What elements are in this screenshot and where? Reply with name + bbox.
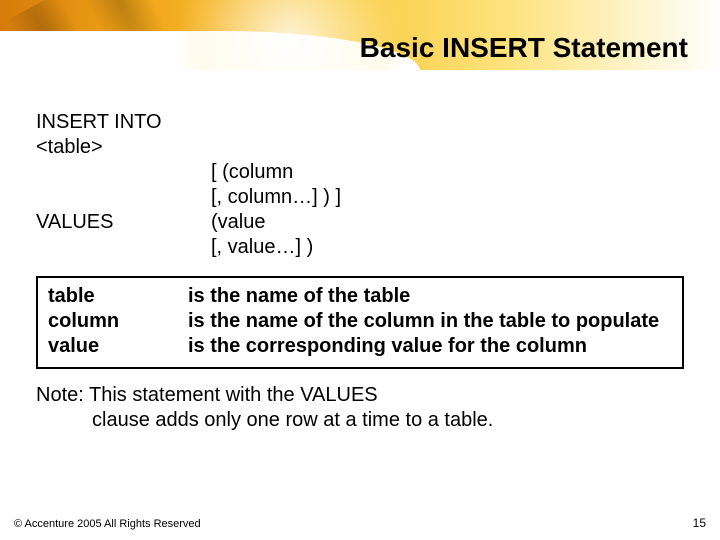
definition-row: table is the name of the table [48,284,672,309]
syntax-line: (value [211,210,265,235]
syntax-indent-spacer [36,160,211,185]
note-line: Note: This statement with the VALUES [36,383,684,408]
definition-desc: is the name of the column in the table t… [188,309,672,334]
definition-row: value is the corresponding value for the… [48,334,672,359]
definition-row: column is the name of the column in the … [48,309,672,334]
definitions-box: table is the name of the table column is… [36,276,684,369]
definition-term: table [48,284,188,309]
syntax-indent-spacer [36,235,211,260]
footer: © Accenture 2005 All Rights Reserved 15 [14,516,706,530]
syntax-line: [, value…] ) [211,235,313,260]
note-block: Note: This statement with the VALUES cla… [36,383,684,433]
syntax-indent-spacer [36,185,211,210]
page-number: 15 [693,516,706,530]
copyright-text: © Accenture 2005 All Rights Reserved [14,518,201,530]
definition-desc: is the corresponding value for the colum… [188,334,672,359]
syntax-line: [ (column [211,160,293,185]
slide-content: INSERT INTO <table> [ (column [, column…… [36,110,684,433]
syntax-block: INSERT INTO <table> [ (column [, column…… [36,110,684,260]
definition-desc: is the name of the table [188,284,672,309]
definition-term: value [48,334,188,359]
banner-curve [0,31,420,70]
syntax-values-keyword: VALUES [36,210,211,235]
definition-term: column [48,309,188,334]
note-line: clause adds only one row at a time to a … [36,408,684,433]
page-title: Basic INSERT Statement [360,32,688,64]
syntax-line: [, column…] ) ] [211,185,341,210]
syntax-insert-into: INSERT INTO <table> [36,110,211,160]
